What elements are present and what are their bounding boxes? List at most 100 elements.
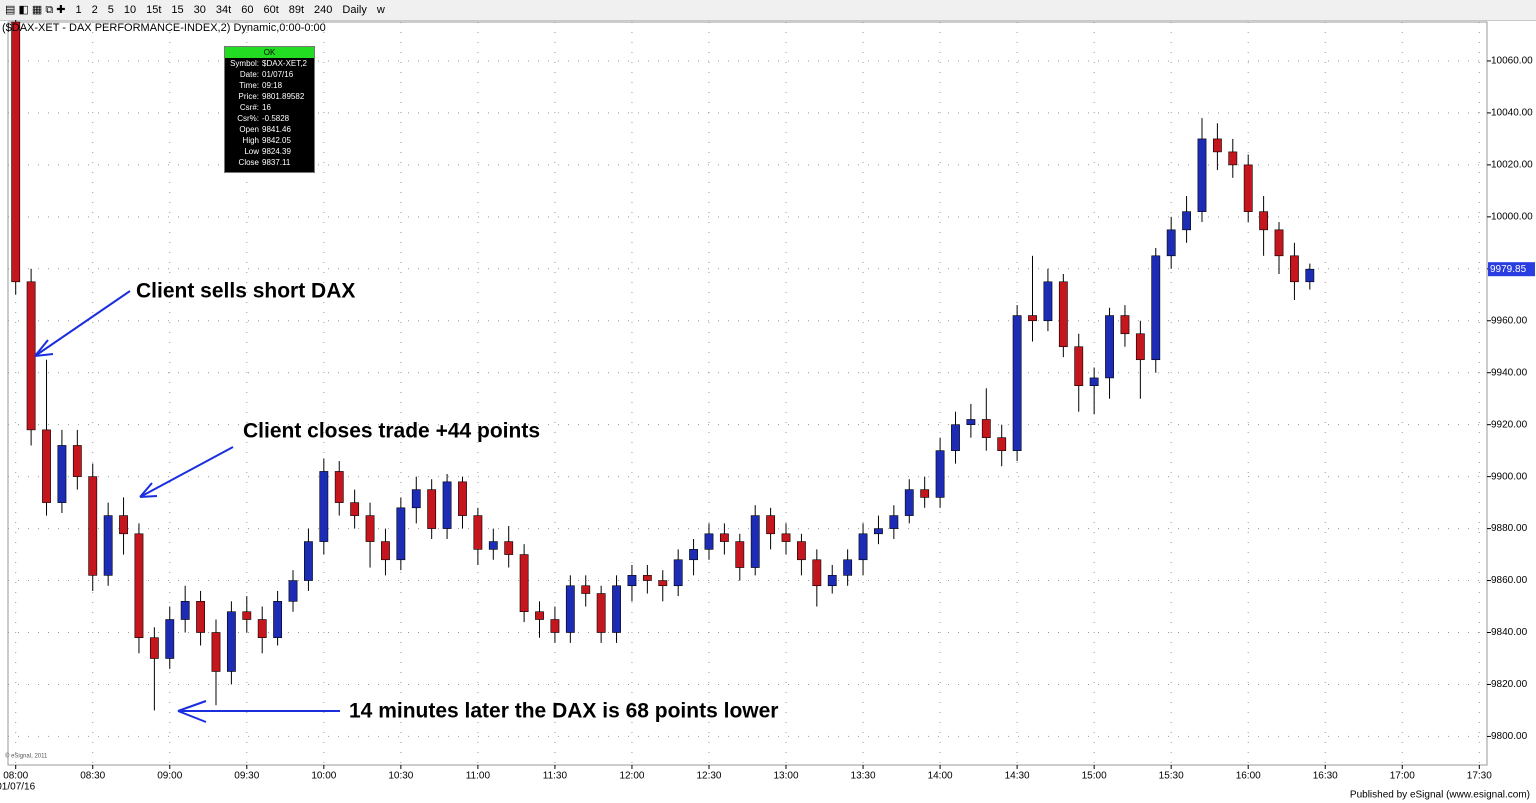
x-tick-label: 11:00	[466, 771, 491, 782]
info-row: Open 9841.46	[225, 124, 314, 135]
info-row: Time: 09:18	[225, 80, 314, 91]
toolbar-button[interactable]: 60	[241, 4, 254, 16]
x-tick-label: 11:30	[543, 771, 568, 782]
toolbar-button[interactable]: 240	[314, 4, 333, 16]
candle-body	[827, 575, 837, 587]
info-row: Close 9837.11	[225, 157, 314, 168]
candle-body	[88, 476, 98, 576]
candle-body	[689, 549, 698, 561]
candle-body	[257, 619, 267, 639]
annotation: Client closes trade +44 points	[243, 420, 540, 443]
info-value: 9842.05	[262, 136, 291, 145]
toolbar-button[interactable]: 15t	[146, 4, 162, 16]
candle-body	[858, 533, 868, 561]
candle-body	[565, 585, 575, 633]
info-key: High	[242, 136, 259, 145]
candle-body	[1012, 315, 1022, 451]
publisher: Published by eSignal (www.esignal.com)	[1350, 790, 1530, 801]
candle-body	[196, 601, 205, 633]
info-value: 16	[262, 103, 271, 112]
info-value: 9837.11	[262, 158, 291, 167]
candle-body	[458, 481, 467, 516]
candle-body	[57, 445, 67, 503]
toolbar-button[interactable]: 10	[123, 4, 137, 16]
info-key: Date:	[239, 70, 259, 79]
x-tick-label: 10:00	[311, 771, 336, 782]
toolbar-button[interactable]: 34t	[215, 4, 232, 16]
x-tick-label: 17:00	[1390, 771, 1415, 782]
toolbar-button[interactable]: 89t	[288, 4, 305, 16]
candle-body	[581, 585, 591, 594]
candle-body	[997, 437, 1007, 451]
candle-body	[1058, 281, 1068, 348]
info-row: Symbol: $DAX-XET,2	[225, 58, 314, 69]
toolbar-button[interactable]: 5	[107, 4, 114, 16]
candle-body	[750, 515, 760, 568]
candle-body	[781, 533, 791, 542]
x-tick-label: 17:30	[1467, 771, 1492, 782]
toolbar-button[interactable]: Daily	[342, 4, 367, 16]
y-tick-label: 9880.00	[1491, 523, 1528, 534]
candle-body	[442, 481, 452, 529]
arrows	[34, 290, 340, 723]
annotation: 14 minutes later the DAX is 68 points lo…	[349, 700, 778, 723]
info-row: Csr#: 16	[225, 102, 314, 113]
candle-body	[766, 515, 776, 535]
y-tick-label: 10020.00	[1491, 160, 1533, 171]
candle-body	[1120, 315, 1130, 335]
y-tick-label: 10000.00	[1491, 211, 1533, 222]
toolbar-button[interactable]: 15	[171, 4, 184, 16]
candle-body	[42, 429, 51, 503]
candle-body	[673, 559, 683, 587]
y-tick-label: 9820.00	[1491, 679, 1528, 690]
candle-body	[1043, 281, 1053, 322]
info-key: Csr%:	[237, 114, 259, 123]
toolbar-button[interactable]: 1	[75, 4, 82, 16]
x-tick-label: 13:00	[774, 771, 799, 782]
candle-body	[966, 419, 976, 425]
candle-body	[1212, 138, 1222, 153]
x-tick-label: 12:00	[619, 771, 644, 782]
candle-body	[1305, 268, 1315, 283]
candle-body	[1166, 229, 1176, 257]
toolbar-button[interactable]: 2	[91, 4, 98, 16]
candle-body	[843, 559, 853, 576]
x-tick-label: 14:00	[928, 771, 953, 782]
candle-body	[627, 575, 637, 587]
candle-body	[473, 515, 483, 550]
candle-body	[797, 541, 806, 561]
info-value: 01/07/16	[262, 70, 294, 79]
candle-body	[165, 619, 175, 659]
candle-body	[103, 515, 113, 576]
x-tick-label: 09:30	[234, 771, 259, 782]
candle-body	[149, 637, 159, 659]
toolbar-button[interactable]: w	[376, 4, 385, 16]
candle-body	[411, 489, 421, 509]
candle-body	[719, 533, 729, 542]
candle-body	[550, 619, 560, 633]
info-status: OK	[225, 47, 314, 58]
candle-body	[920, 489, 930, 498]
toolbar-button[interactable]: 60t	[263, 4, 279, 16]
candle-body	[26, 281, 36, 431]
x-tick-label: 09:00	[157, 771, 182, 782]
info-value: $DAX-XET,2	[262, 59, 307, 68]
candle-body	[1135, 333, 1145, 361]
candle-body	[504, 541, 514, 555]
candle-body	[273, 601, 283, 639]
toolbar-button[interactable]: 30	[193, 4, 206, 16]
candle-body	[596, 593, 606, 633]
y-tick-label: 9860.00	[1491, 575, 1528, 586]
info-value: 9801.89582	[262, 92, 305, 101]
candle-body	[1028, 315, 1037, 322]
candle-body	[226, 611, 236, 672]
candle-body	[1259, 211, 1269, 231]
candle-body	[1243, 164, 1253, 212]
candle-body	[288, 580, 298, 602]
candle-body	[365, 515, 375, 542]
candle-body	[1074, 346, 1084, 387]
info-value: -0.5828	[262, 114, 290, 123]
x-tick-label: 15:00	[1082, 771, 1107, 782]
x-tick-label: 08:00	[3, 771, 28, 782]
